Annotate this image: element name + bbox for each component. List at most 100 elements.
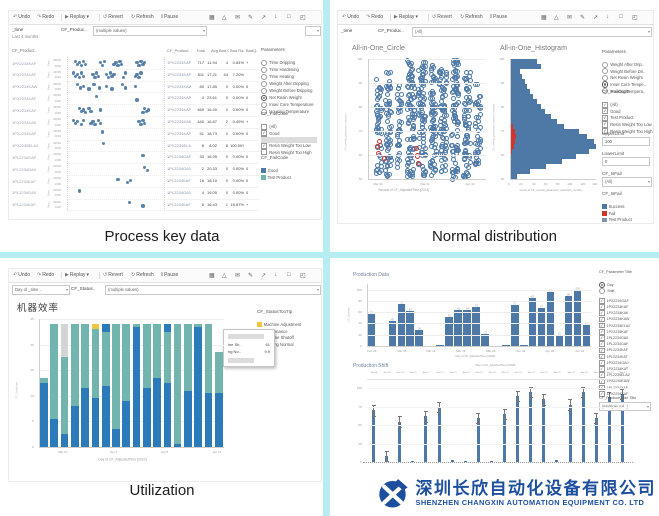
legend-item[interactable]: Fail bbox=[602, 205, 615, 216]
product-code-checkbox[interactable]: 1PL2234KAT bbox=[599, 348, 628, 360]
toolbar-undo-button[interactable]: ↶Undo bbox=[342, 14, 360, 20]
product-filter-combobox[interactable]: (multiple values) ▾ bbox=[93, 26, 207, 36]
table-row[interactable]: 1PL2234GA0 2 20.33 0 0.00% 0 bbox=[167, 163, 259, 176]
edit-icon[interactable]: ✎ bbox=[248, 15, 254, 21]
histogram-plot[interactable] bbox=[510, 59, 596, 179]
lower-limit-input[interactable] bbox=[602, 157, 650, 166]
dotplot-row[interactable] bbox=[67, 57, 165, 70]
radio-option[interactable]: Day bbox=[599, 276, 614, 288]
radio-option[interactable]: Housing Temperature bbox=[261, 103, 309, 115]
table-column-header[interactable]: Bad Co.. bbox=[219, 48, 229, 53]
toolbar-revert-button[interactable]: ↺Revert bbox=[103, 14, 124, 20]
table-row[interactable]: 1PL2234KAF 16 18.10 0 0.00% 0 bbox=[167, 175, 259, 188]
radio-option[interactable]: Time Hardening bbox=[261, 61, 299, 73]
radio-option[interactable]: Time Heating bbox=[261, 68, 294, 80]
product-code-checkbox[interactable]: 1PX2234KAK bbox=[599, 304, 629, 316]
radio-option[interactable]: Inner Core Tempe.. bbox=[602, 76, 646, 88]
radio-option[interactable]: Housing Tempera.. bbox=[602, 82, 645, 95]
production-shift-plot[interactable] bbox=[367, 381, 629, 463]
checkbox-option[interactable]: Resin Weight Too Low bbox=[602, 116, 652, 128]
status-filter-combobox[interactable]: (multiple values) ▾ bbox=[105, 285, 321, 295]
checkbox-option[interactable]: Good bbox=[261, 124, 279, 137]
download-icon[interactable]: ↓ bbox=[274, 14, 277, 20]
table-row[interactable]: 1PX2234KAF 51 18.73 0 0.00% 0 bbox=[167, 128, 259, 141]
dotplot-row[interactable] bbox=[67, 151, 165, 165]
dotplot-row[interactable] bbox=[67, 127, 165, 141]
toolbar-refresh-button[interactable]: ↻Refresh bbox=[460, 14, 484, 20]
view-data-icon[interactable]: ▦ bbox=[541, 15, 547, 21]
dotplot-row[interactable] bbox=[67, 198, 165, 212]
alerts-icon[interactable]: △ bbox=[554, 15, 559, 21]
fullscreen-icon[interactable]: ◰ bbox=[300, 273, 306, 279]
comments-icon[interactable]: □ bbox=[619, 14, 623, 20]
toolbar-pause-button[interactable]: ‖Pause bbox=[490, 14, 508, 20]
table-column-header[interactable]: Total bbox=[196, 48, 205, 53]
checkbox-option[interactable]: Resin Weight Too High bbox=[602, 122, 653, 135]
production-data-plot[interactable]: 57 45 75 62 28 52 63 64 70 22 72 85 67 95 20 88 100 38 bbox=[367, 284, 591, 346]
download-icon[interactable]: ↓ bbox=[274, 272, 277, 278]
table-column-header[interactable]: Bad Ra.. bbox=[230, 48, 245, 53]
toolbar-undo-button[interactable]: ↶Undo bbox=[13, 14, 31, 20]
share-icon[interactable]: ↗ bbox=[261, 15, 267, 21]
view-data-icon[interactable]: ▦ bbox=[209, 273, 215, 279]
fullscreen-icon[interactable]: ◰ bbox=[300, 15, 306, 21]
table-row[interactable]: 1PX2234KAF 4 23.61 0 0.00% 0 bbox=[167, 92, 259, 106]
subscribe-icon[interactable]: ✉ bbox=[235, 273, 241, 279]
toolbar-revert-button[interactable]: ↺Revert bbox=[432, 14, 453, 20]
product-code-checkbox[interactable]: 1PL2234KAF bbox=[599, 342, 628, 354]
dotplot-row[interactable] bbox=[67, 104, 165, 117]
alerts-icon[interactable]: △ bbox=[222, 273, 227, 279]
checkbox-option[interactable]: Resin Weight Too Low bbox=[261, 137, 317, 150]
product-code-checkbox[interactable]: 1PX2234GA0 bbox=[599, 354, 629, 366]
toolbar-replay-button[interactable]: ▶Replay▾ bbox=[394, 14, 419, 20]
radio-option[interactable]: Weight Before Dripping bbox=[261, 82, 312, 94]
table-row[interactable]: 1PL2234GA0 4 19.05 0 0.00% 0 bbox=[167, 187, 259, 200]
toolbar-pause-button[interactable]: ‖Pause bbox=[161, 272, 179, 278]
legend-item[interactable]: Success bbox=[602, 198, 624, 209]
checkbox-option[interactable]: (All) bbox=[261, 118, 277, 130]
fullscreen-icon[interactable]: ◰ bbox=[632, 15, 638, 21]
product-code-checkbox[interactable]: 1PX2234XAF bbox=[599, 385, 628, 397]
toolbar-refresh-button[interactable]: ↻Refresh bbox=[131, 14, 155, 20]
radio-option[interactable]: Weight After Dripping bbox=[261, 75, 309, 87]
circle-plot[interactable] bbox=[368, 57, 486, 183]
legend-item[interactable]: Test Product bbox=[261, 169, 291, 180]
dotplot-row[interactable] bbox=[67, 116, 165, 129]
table-column-header[interactable]: BadQ.. bbox=[246, 48, 258, 53]
checkbox-option[interactable]: Test Product bbox=[602, 109, 633, 122]
toolbar-revert-button[interactable]: ↺Revert bbox=[103, 272, 124, 278]
dotplot-row[interactable] bbox=[67, 139, 165, 153]
radio-option[interactable]: Time Dripping bbox=[261, 54, 295, 66]
alerts-icon[interactable]: △ bbox=[222, 15, 227, 21]
filter-menu-button[interactable]: ▾ bbox=[305, 26, 321, 36]
table-column-header[interactable]: CF_Product.. ≡ bbox=[167, 48, 192, 53]
radio-option[interactable]: Net Resin Weight bbox=[261, 89, 302, 101]
comments-icon[interactable]: □ bbox=[287, 14, 291, 20]
productcode-select[interactable]: (Multiple val..) ▾ bbox=[599, 402, 651, 411]
dotplot-row[interactable] bbox=[67, 186, 165, 200]
radio-option[interactable]: Inner Core Temperature bbox=[261, 96, 314, 108]
table-row[interactable]: 1PX2234KAF 717 11.94 4 0.84% + bbox=[167, 57, 259, 70]
product-code-checkbox[interactable]: 1PL2234GAF bbox=[599, 335, 628, 347]
isfail-select[interactable]: (All) ▾ bbox=[602, 177, 652, 187]
product-code-checkbox[interactable]: 1PL2234GA0 bbox=[599, 329, 628, 341]
download-icon[interactable]: ↓ bbox=[606, 14, 609, 20]
radio-option[interactable]: Shift bbox=[599, 282, 614, 294]
checkbox-option[interactable]: Good bbox=[602, 103, 620, 115]
upper-limit-input[interactable] bbox=[602, 137, 650, 146]
product-filter-combobox[interactable]: (All) ▾ bbox=[412, 27, 652, 37]
toolbar-replay-button[interactable]: ▶Replay▾ bbox=[65, 14, 90, 20]
day-filter-select[interactable]: Day of _time .. ▾ bbox=[12, 285, 70, 295]
checkbox-option[interactable]: (All) bbox=[602, 96, 618, 108]
product-code-checkbox[interactable]: 1PX2234KAT bbox=[599, 360, 628, 372]
legend-item[interactable]: Machine Adjustment bbox=[257, 316, 301, 327]
legend-item[interactable]: Maintenance bbox=[257, 323, 288, 334]
legend-item[interactable]: Good bbox=[261, 162, 278, 173]
dotplot-row[interactable] bbox=[67, 175, 165, 188]
product-code-checkbox[interactable]: 1PX2234GAF bbox=[599, 292, 629, 304]
table-column-header[interactable]: Avg bbox=[211, 48, 218, 53]
dotplot-row[interactable] bbox=[67, 163, 165, 176]
subscribe-icon[interactable]: ✉ bbox=[567, 15, 573, 21]
toolbar-undo-button[interactable]: ↶Undo bbox=[13, 272, 31, 278]
view-data-icon[interactable]: ▦ bbox=[209, 15, 215, 21]
